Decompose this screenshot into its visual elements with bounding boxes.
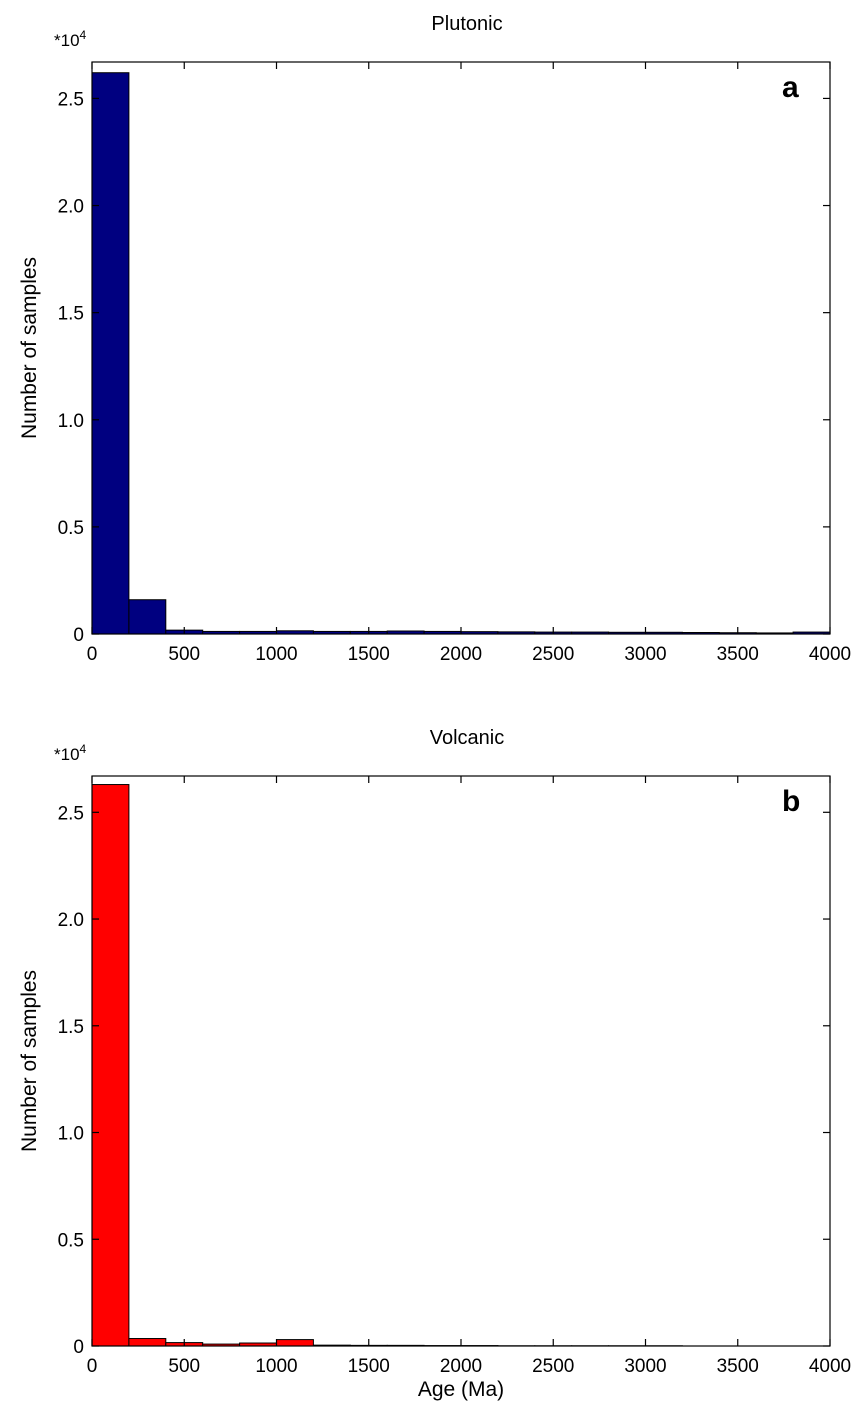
x-tick-label: 2500 bbox=[532, 644, 574, 665]
x-tick-label: 1500 bbox=[348, 1356, 390, 1377]
y-tick-label: 1.5 bbox=[58, 1017, 84, 1038]
y-tick-label: 2.0 bbox=[58, 197, 84, 218]
plot-frame bbox=[91, 61, 831, 635]
y-axis-label: Number of samples bbox=[18, 257, 41, 439]
y-axis-multiplier-base: *10 bbox=[54, 745, 80, 764]
x-tick-label: 0 bbox=[87, 644, 98, 665]
chart-panel-b: 0 500 1000 1500 2000 2500 3000 3500 4000 0 0.5 1.0 1… bbox=[18, 727, 851, 1401]
panel-label: b bbox=[782, 785, 800, 818]
y-tick-label: 1.0 bbox=[58, 1124, 84, 1145]
x-tick-label: 500 bbox=[168, 644, 200, 665]
histogram-bar bbox=[128, 599, 167, 635]
chart-title: Plutonic bbox=[431, 13, 502, 35]
y-axis-multiplier: *104 bbox=[54, 742, 87, 764]
histogram-bar bbox=[91, 72, 130, 635]
y-tick-label: 1.5 bbox=[58, 304, 84, 325]
y-tick-label: 2.0 bbox=[58, 910, 84, 931]
chart-title: Volcanic bbox=[430, 727, 505, 749]
x-tick-label: 1000 bbox=[255, 644, 297, 665]
x-tick-label: 0 bbox=[87, 1356, 98, 1377]
y-axis-multiplier: *104 bbox=[54, 28, 87, 50]
y-axis-label: Number of samples bbox=[18, 970, 41, 1152]
x-axis-label: Age (Ma) bbox=[418, 1378, 504, 1401]
chart-panel-a: 0 500 1000 1500 2000 2500 3000 3500 4000 0 0.5 1.0 1… bbox=[18, 13, 851, 665]
y-tick-label: 0.5 bbox=[58, 518, 84, 539]
y-tick-label: 1.0 bbox=[58, 411, 84, 432]
x-tick-label: 3000 bbox=[624, 1356, 666, 1377]
y-tick-label: 2.5 bbox=[58, 89, 84, 110]
y-tick-label: 0 bbox=[73, 1337, 84, 1358]
y-axis-multiplier-base: *10 bbox=[54, 31, 80, 50]
x-tick-label: 2500 bbox=[532, 1356, 574, 1377]
y-axis-multiplier-exponent: 4 bbox=[80, 742, 87, 756]
panel-label: a bbox=[782, 71, 799, 104]
x-tick-label: 3000 bbox=[624, 644, 666, 665]
x-tick-label: 1500 bbox=[348, 644, 390, 665]
x-tick-label: 2000 bbox=[440, 1356, 482, 1377]
y-axis-multiplier-exponent: 4 bbox=[80, 28, 87, 42]
histogram-bar bbox=[91, 784, 130, 1347]
x-tick-label: 3500 bbox=[717, 1356, 759, 1377]
x-tick-label: 4000 bbox=[809, 644, 851, 665]
x-tick-label: 4000 bbox=[809, 1356, 851, 1377]
histogram-bar bbox=[128, 1338, 167, 1347]
x-tick-label: 2000 bbox=[440, 644, 482, 665]
y-tick-label: 2.5 bbox=[58, 803, 84, 824]
x-tick-label: 3500 bbox=[717, 644, 759, 665]
y-tick-label: 0.5 bbox=[58, 1230, 84, 1251]
histogram-bar bbox=[276, 1339, 314, 1347]
plot-frame bbox=[91, 775, 831, 1347]
x-tick-label: 1000 bbox=[255, 1356, 297, 1377]
y-tick-label: 0 bbox=[73, 625, 84, 646]
x-tick-label: 500 bbox=[168, 1356, 200, 1377]
